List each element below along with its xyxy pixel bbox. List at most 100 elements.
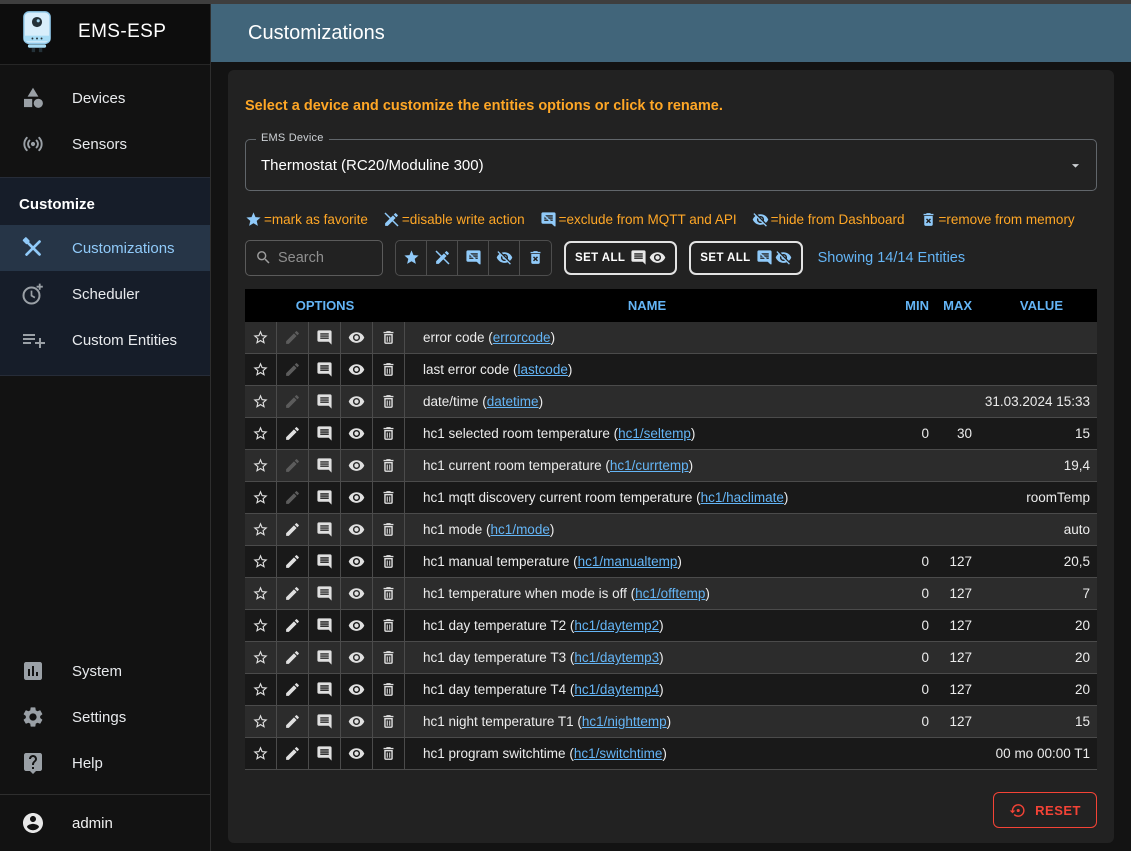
entity-tag-link[interactable]: hc1/mode	[490, 522, 550, 537]
mqtt-toggle[interactable]	[309, 546, 341, 577]
filter-exclude-mqtt-button[interactable]	[458, 240, 489, 275]
mqtt-toggle[interactable]	[309, 578, 341, 609]
visibility-toggle[interactable]	[341, 450, 373, 481]
sidebar-item-customizations[interactable]: Customizations	[0, 225, 210, 271]
visibility-toggle[interactable]	[341, 386, 373, 417]
sidebar-item-devices[interactable]: Devices	[0, 75, 210, 121]
sidebar-item-scheduler[interactable]: Scheduler	[0, 271, 210, 317]
search-input[interactable]	[278, 249, 373, 266]
search-box[interactable]	[245, 239, 383, 276]
visibility-toggle[interactable]	[341, 738, 373, 769]
favorite-toggle[interactable]	[245, 418, 277, 449]
favorite-toggle[interactable]	[245, 674, 277, 705]
filter-favorite-button[interactable]	[396, 240, 427, 275]
write-toggle[interactable]	[277, 418, 309, 449]
visibility-toggle[interactable]	[341, 578, 373, 609]
favorite-toggle[interactable]	[245, 450, 277, 481]
entity-tag-link[interactable]: errorcode	[492, 330, 551, 345]
entity-tag-link[interactable]: hc1/switchtime	[573, 746, 663, 761]
sidebar-item-sensors[interactable]: Sensors	[0, 121, 210, 167]
write-toggle[interactable]	[277, 642, 309, 673]
entity-tag-link[interactable]: datetime	[486, 394, 539, 409]
write-toggle[interactable]	[277, 706, 309, 737]
write-toggle[interactable]	[277, 514, 309, 545]
set-all-hidden-button[interactable]: SET ALL	[689, 240, 803, 275]
entity-tag-link[interactable]: hc1/daytemp2	[574, 618, 660, 633]
favorite-toggle[interactable]	[245, 642, 277, 673]
filter-disable-write-button[interactable]	[427, 240, 458, 275]
sidebar-item-custom-entities[interactable]: Custom Entities	[0, 317, 210, 363]
write-toggle[interactable]	[277, 482, 309, 513]
favorite-toggle[interactable]	[245, 706, 277, 737]
mqtt-toggle[interactable]	[309, 450, 341, 481]
mqtt-toggle[interactable]	[309, 642, 341, 673]
delete-toggle[interactable]	[373, 674, 405, 705]
write-toggle[interactable]	[277, 674, 309, 705]
favorite-toggle[interactable]	[245, 514, 277, 545]
delete-toggle[interactable]	[373, 450, 405, 481]
delete-toggle[interactable]	[373, 642, 405, 673]
entity-tag-link[interactable]: hc1/daytemp3	[574, 650, 660, 665]
mqtt-toggle[interactable]	[309, 418, 341, 449]
mqtt-toggle[interactable]	[309, 322, 341, 353]
favorite-toggle[interactable]	[245, 546, 277, 577]
visibility-toggle[interactable]	[341, 706, 373, 737]
visibility-toggle[interactable]	[341, 418, 373, 449]
delete-toggle[interactable]	[373, 386, 405, 417]
visibility-toggle[interactable]	[341, 674, 373, 705]
delete-toggle[interactable]	[373, 514, 405, 545]
entity-tag-link[interactable]: lastcode	[517, 362, 568, 377]
delete-toggle[interactable]	[373, 482, 405, 513]
write-toggle[interactable]	[277, 578, 309, 609]
mqtt-toggle[interactable]	[309, 674, 341, 705]
set-all-visible-button[interactable]: SET ALL	[564, 240, 678, 275]
visibility-toggle[interactable]	[341, 322, 373, 353]
mqtt-toggle[interactable]	[309, 738, 341, 769]
mqtt-toggle[interactable]	[309, 706, 341, 737]
favorite-toggle[interactable]	[245, 354, 277, 385]
delete-toggle[interactable]	[373, 546, 405, 577]
write-toggle[interactable]	[277, 610, 309, 641]
favorite-toggle[interactable]	[245, 738, 277, 769]
entity-tag-link[interactable]: hc1/daytemp4	[574, 682, 660, 697]
visibility-toggle[interactable]	[341, 546, 373, 577]
sidebar-item-system[interactable]: System	[0, 648, 210, 694]
mqtt-toggle[interactable]	[309, 482, 341, 513]
filter-remove-memory-button[interactable]	[520, 241, 551, 275]
sidebar-item-admin[interactable]: admin	[0, 795, 210, 851]
entity-tag-link[interactable]: hc1/offtemp	[635, 586, 706, 601]
entity-tag-link[interactable]: hc1/currtemp	[609, 458, 689, 473]
write-toggle[interactable]	[277, 546, 309, 577]
favorite-toggle[interactable]	[245, 386, 277, 417]
delete-toggle[interactable]	[373, 738, 405, 769]
favorite-toggle[interactable]	[245, 578, 277, 609]
visibility-toggle[interactable]	[341, 514, 373, 545]
mqtt-toggle[interactable]	[309, 386, 341, 417]
sidebar-item-settings[interactable]: Settings	[0, 694, 210, 740]
mqtt-toggle[interactable]	[309, 354, 341, 385]
visibility-toggle[interactable]	[341, 354, 373, 385]
filter-hide-dashboard-button[interactable]	[489, 240, 520, 275]
delete-toggle[interactable]	[373, 706, 405, 737]
visibility-toggle[interactable]	[341, 610, 373, 641]
mqtt-toggle[interactable]	[309, 514, 341, 545]
write-toggle[interactable]	[277, 354, 309, 385]
delete-toggle[interactable]	[373, 322, 405, 353]
visibility-toggle[interactable]	[341, 642, 373, 673]
write-toggle[interactable]	[277, 738, 309, 769]
delete-toggle[interactable]	[373, 354, 405, 385]
sidebar-item-help[interactable]: Help	[0, 740, 210, 786]
delete-toggle[interactable]	[373, 610, 405, 641]
entity-tag-link[interactable]: hc1/seltemp	[618, 426, 691, 441]
reset-button[interactable]: RESET	[993, 792, 1097, 828]
delete-toggle[interactable]	[373, 578, 405, 609]
favorite-toggle[interactable]	[245, 322, 277, 353]
ems-device-select[interactable]: EMS Device Thermostat (RC20/Moduline 300…	[245, 132, 1097, 191]
favorite-toggle[interactable]	[245, 610, 277, 641]
mqtt-toggle[interactable]	[309, 610, 341, 641]
entity-tag-link[interactable]: hc1/haclimate	[700, 490, 784, 505]
visibility-toggle[interactable]	[341, 482, 373, 513]
delete-toggle[interactable]	[373, 418, 405, 449]
write-toggle[interactable]	[277, 450, 309, 481]
favorite-toggle[interactable]	[245, 482, 277, 513]
